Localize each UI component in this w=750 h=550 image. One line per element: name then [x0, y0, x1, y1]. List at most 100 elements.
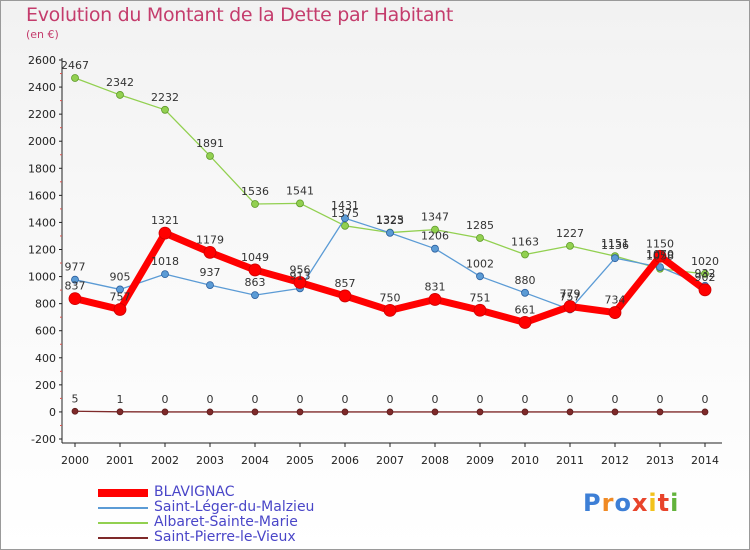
data-point-saint-l-ger-du-malzieu: [71, 275, 79, 284]
data-label-saint-l-ger-du-malzieu: 1136: [601, 239, 629, 252]
x-tick-label: 2008: [421, 454, 449, 467]
legend-swatch-albaret: [98, 522, 148, 524]
legend-item-blavignac: BLAVIGNAC: [98, 484, 358, 501]
data-point-saint-pierre-le-vieux: [476, 408, 484, 416]
data-point-blavignac: [383, 304, 397, 317]
y-tick-label: 0: [49, 406, 56, 419]
data-point-saint-pierre-le-vieux: [71, 407, 79, 415]
data-point-saint-l-ger-du-malzieu: [206, 281, 214, 289]
data-label-albaret-sainte-marie: 1151: [601, 237, 629, 250]
legend-item-saint-pierre: Saint-Pierre-le-Vieux: [98, 529, 358, 546]
data-label-saint-l-ger-du-malzieu: 1323: [376, 214, 404, 227]
data-label-saint-l-ger-du-malzieu: 1018: [151, 255, 179, 268]
y-tick-label: 600: [35, 325, 56, 338]
data-label-albaret-sainte-marie: 2342: [106, 76, 134, 89]
data-label-albaret-sainte-marie: 1536: [241, 185, 269, 198]
data-label-albaret-sainte-marie: 1347: [421, 211, 449, 224]
data-label-saint-l-ger-du-malzieu: 1002: [466, 257, 494, 270]
data-point-blavignac: [698, 283, 712, 297]
proxiti-logo: Proxiti: [583, 489, 680, 517]
data-point-albaret-sainte-marie: [341, 221, 349, 230]
data-point-saint-pierre-le-vieux: [566, 408, 574, 416]
y-tick-label: 2400: [28, 81, 56, 94]
data-label-albaret-sainte-marie: 1541: [286, 184, 314, 197]
data-label-saint-pierre-le-vieux: 0: [477, 393, 484, 406]
legend-label-saint-leger: Saint-Léger-du-Malzieu: [154, 499, 315, 515]
y-tick-label: 1200: [28, 244, 56, 257]
data-label-blavignac: 779: [560, 287, 581, 300]
y-tick-label: 1000: [28, 271, 56, 284]
data-label-albaret-sainte-marie: 1058: [646, 250, 674, 263]
data-point-albaret-sainte-marie: [296, 199, 304, 208]
data-label-saint-l-ger-du-malzieu: 757: [560, 290, 581, 303]
data-label-blavignac: 750: [380, 291, 401, 304]
y-tick-label: 400: [35, 352, 56, 365]
chart-title: Evolution du Montant de la Dette par Hab…: [26, 4, 454, 26]
data-label-saint-l-ger-du-malzieu: 863: [245, 276, 266, 289]
x-tick-label: 2011: [556, 454, 584, 467]
x-tick-label: 2010: [511, 454, 539, 467]
x-tick-label: 2000: [61, 454, 89, 467]
data-label-blavignac: 1179: [196, 233, 224, 246]
x-tick-label: 2002: [151, 454, 179, 467]
data-point-saint-l-ger-du-malzieu: [251, 291, 259, 300]
data-point-saint-pierre-le-vieux: [386, 408, 394, 416]
data-label-saint-l-ger-du-malzieu: 1070: [646, 248, 674, 261]
data-point-blavignac: [473, 303, 487, 317]
data-label-blavignac: 956: [290, 264, 311, 277]
x-tick-label: 2009: [466, 454, 494, 467]
data-label-saint-pierre-le-vieux: 0: [387, 393, 394, 406]
data-point-albaret-sainte-marie: [521, 250, 529, 259]
data-point-saint-l-ger-du-malzieu: [656, 263, 664, 271]
data-point-saint-pierre-le-vieux: [611, 408, 619, 416]
data-point-albaret-sainte-marie: [476, 234, 484, 242]
data-point-blavignac: [563, 300, 577, 313]
data-point-saint-l-ger-du-malzieu: [521, 288, 529, 297]
data-point-saint-pierre-le-vieux: [701, 408, 709, 416]
y-tick-label: 1400: [28, 216, 56, 229]
data-label-saint-l-ger-du-malzieu: 932: [695, 267, 716, 280]
data-point-saint-pierre-le-vieux: [161, 408, 169, 416]
legend-swatch-blavignac: [98, 489, 148, 497]
y-tick-label: 2200: [28, 108, 56, 121]
data-label-saint-pierre-le-vieux: 0: [612, 393, 619, 406]
data-label-saint-l-ger-du-malzieu: 937: [200, 266, 221, 279]
data-label-albaret-sainte-marie: 1020: [691, 255, 719, 268]
data-point-blavignac: [428, 293, 442, 306]
data-label-saint-pierre-le-vieux: 0: [297, 393, 304, 406]
data-point-blavignac: [338, 289, 352, 303]
data-label-saint-pierre-le-vieux: 0: [252, 393, 259, 406]
legend-item-saint-leger: Saint-Léger-du-Malzieu: [98, 499, 358, 516]
chart-unit: (en €): [26, 28, 59, 41]
data-point-albaret-sainte-marie: [206, 152, 214, 160]
data-point-saint-l-ger-du-malzieu: [341, 214, 349, 223]
data-label-albaret-sainte-marie: 1891: [196, 137, 224, 150]
data-point-saint-pierre-le-vieux: [431, 408, 439, 416]
legend-swatch-saint-pierre: [98, 537, 148, 539]
data-point-blavignac: [518, 316, 532, 329]
legend-label-saint-pierre: Saint-Pierre-le-Vieux: [154, 529, 296, 545]
data-label-albaret-sainte-marie: 2232: [151, 91, 179, 104]
data-point-blavignac: [68, 292, 82, 306]
data-label-albaret-sainte-marie: 1325: [376, 214, 404, 227]
x-tick-label: 2005: [286, 454, 314, 467]
legend-swatch-saint-leger: [98, 507, 148, 509]
x-tick-label: 2013: [646, 454, 674, 467]
y-tick-label: 800: [35, 298, 56, 311]
data-point-saint-pierre-le-vieux: [116, 408, 124, 416]
data-label-albaret-sainte-marie: 1375: [331, 207, 359, 220]
data-label-blavignac: 902: [695, 271, 716, 284]
data-label-saint-pierre-le-vieux: 1: [117, 393, 124, 406]
data-point-blavignac: [608, 306, 622, 319]
data-label-blavignac: 734: [605, 294, 626, 307]
x-tick-label: 2001: [106, 454, 134, 467]
data-point-blavignac: [158, 226, 172, 240]
data-label-blavignac: 1321: [151, 214, 179, 227]
data-label-blavignac: 1049: [241, 251, 269, 264]
x-tick-label: 2004: [241, 454, 269, 467]
data-label-saint-pierre-le-vieux: 0: [342, 393, 349, 406]
data-point-albaret-sainte-marie: [71, 74, 79, 82]
data-label-blavignac: 1150: [646, 237, 674, 250]
